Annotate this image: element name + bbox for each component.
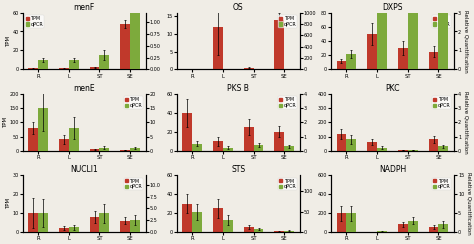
- Bar: [192, 212, 202, 232]
- Bar: [28, 68, 38, 69]
- Bar: [120, 221, 130, 232]
- Bar: [346, 54, 356, 69]
- Bar: [100, 148, 109, 151]
- Bar: [182, 204, 192, 232]
- Bar: [438, 0, 448, 69]
- Y-axis label: Relative Quantification: Relative Quantification: [463, 91, 468, 154]
- Bar: [438, 146, 448, 151]
- Bar: [69, 128, 79, 151]
- Bar: [377, 148, 387, 151]
- Legend: TPM, qPCR: TPM, qPCR: [124, 178, 143, 190]
- Bar: [69, 227, 79, 232]
- Y-axis label: TPM: TPM: [3, 117, 8, 128]
- Title: PKS B: PKS B: [228, 84, 249, 93]
- Legend: TPM, qPCR: TPM, qPCR: [278, 178, 297, 190]
- Bar: [59, 228, 69, 232]
- Title: menF: menF: [73, 3, 95, 12]
- Bar: [377, 0, 387, 69]
- Bar: [254, 145, 264, 151]
- Bar: [337, 134, 346, 151]
- Bar: [130, 148, 140, 151]
- Legend: TPM, qPCR: TPM, qPCR: [124, 96, 143, 109]
- Bar: [438, 224, 448, 232]
- Bar: [192, 144, 202, 151]
- Bar: [120, 150, 130, 151]
- Bar: [377, 231, 387, 232]
- Bar: [337, 61, 346, 69]
- Bar: [213, 27, 223, 69]
- Bar: [398, 224, 408, 232]
- Bar: [213, 208, 223, 232]
- Bar: [223, 220, 233, 232]
- Bar: [244, 127, 254, 151]
- Bar: [254, 229, 264, 232]
- Title: PKC: PKC: [385, 84, 400, 93]
- Y-axis label: TPM: TPM: [6, 35, 11, 47]
- Bar: [28, 128, 38, 151]
- Bar: [182, 113, 192, 151]
- Bar: [100, 55, 109, 69]
- Bar: [59, 68, 69, 69]
- Bar: [284, 231, 294, 232]
- Bar: [346, 213, 356, 232]
- Bar: [408, 150, 418, 151]
- Bar: [428, 139, 438, 151]
- Bar: [28, 213, 38, 232]
- Title: DXPS: DXPS: [382, 3, 403, 12]
- Bar: [346, 139, 356, 151]
- Bar: [130, 220, 140, 232]
- Bar: [38, 60, 48, 69]
- Bar: [213, 141, 223, 151]
- Title: OS: OS: [233, 3, 244, 12]
- Bar: [408, 0, 418, 69]
- Bar: [90, 217, 100, 232]
- Bar: [69, 60, 79, 69]
- Bar: [90, 149, 100, 151]
- Bar: [120, 24, 130, 69]
- Bar: [244, 227, 254, 232]
- Bar: [408, 221, 418, 232]
- Bar: [337, 213, 346, 232]
- Y-axis label: Relative Quantification: Relative Quantification: [463, 10, 468, 72]
- Bar: [398, 150, 408, 151]
- Bar: [130, 0, 140, 69]
- Y-axis label: TPM: TPM: [6, 198, 11, 209]
- Bar: [428, 52, 438, 69]
- Bar: [38, 108, 48, 151]
- Bar: [244, 68, 254, 69]
- Bar: [284, 146, 294, 151]
- Bar: [367, 34, 377, 69]
- Bar: [274, 20, 284, 69]
- Bar: [398, 48, 408, 69]
- Y-axis label: Relative Quantification: Relative Quantification: [466, 172, 471, 235]
- Bar: [367, 142, 377, 151]
- Legend: TPM, qPCR: TPM, qPCR: [25, 15, 44, 28]
- Bar: [428, 227, 438, 232]
- Bar: [274, 231, 284, 232]
- Bar: [38, 213, 48, 232]
- Legend: TPM, qPCR: TPM, qPCR: [432, 178, 451, 190]
- Bar: [90, 68, 100, 69]
- Title: STS: STS: [231, 165, 246, 174]
- Legend: TPM, qPCR: TPM, qPCR: [278, 15, 297, 28]
- Legend: TPM, qPCR: TPM, qPCR: [432, 15, 451, 28]
- Bar: [100, 213, 109, 232]
- Legend: TPM, qPCR: TPM, qPCR: [278, 96, 297, 109]
- Legend: TPM, qPCR: TPM, qPCR: [432, 96, 451, 109]
- Bar: [274, 132, 284, 151]
- Bar: [223, 148, 233, 151]
- Title: NADPH: NADPH: [379, 165, 406, 174]
- Bar: [59, 139, 69, 151]
- Title: menE: menE: [73, 84, 95, 93]
- Title: NUCLI1: NUCLI1: [70, 165, 98, 174]
